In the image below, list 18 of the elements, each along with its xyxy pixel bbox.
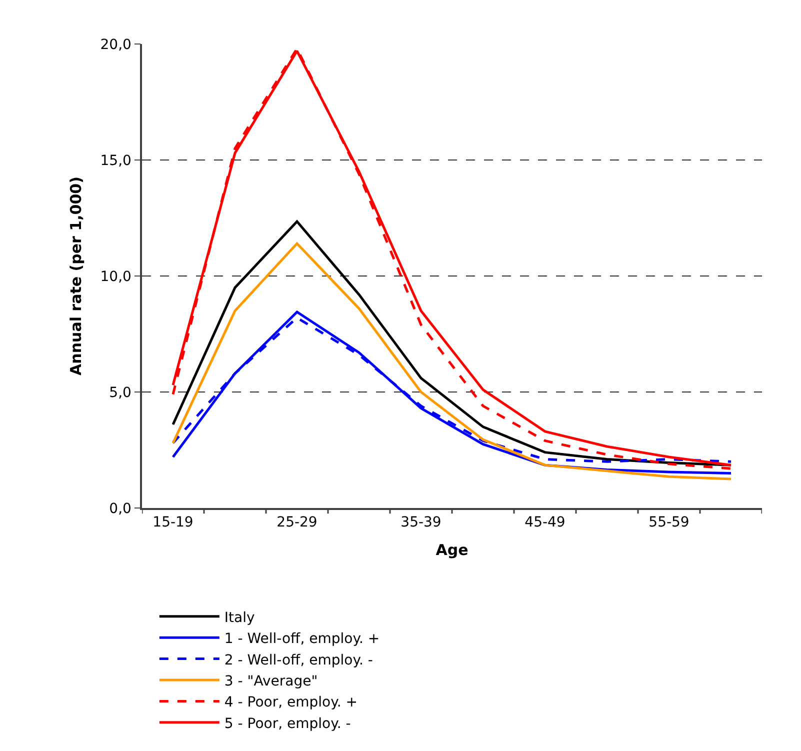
x-tick-label: 45-49	[524, 514, 566, 531]
legend-label: 2 - Well-off, employ. -	[224, 652, 373, 668]
x-tick-label: 25-29	[276, 514, 318, 531]
legend-label: 4 - Poor, employ. +	[224, 694, 358, 711]
x-tick-label: 55-59	[648, 514, 690, 531]
legend-label: 3 - "Average"	[224, 673, 318, 690]
x-axis-title: Age	[436, 541, 468, 560]
y-axis-title: Annual rate (per 1,000)	[67, 176, 86, 376]
legend-label: Italy	[224, 610, 255, 626]
x-tick-label: 15-19	[152, 514, 194, 531]
y-tick-label: 20,0	[100, 36, 132, 53]
y-tick-label: 10,0	[100, 268, 132, 285]
y-tick-label: 5,0	[109, 384, 132, 401]
x-tick-label: 35-39	[400, 514, 442, 531]
legend-label: 1 - Well-off, employ. +	[224, 631, 380, 648]
y-tick-label: 15,0	[100, 152, 132, 169]
y-tick-label: 0,0	[109, 500, 132, 517]
legend-label: 5 - Poor, employ. -	[224, 716, 351, 732]
